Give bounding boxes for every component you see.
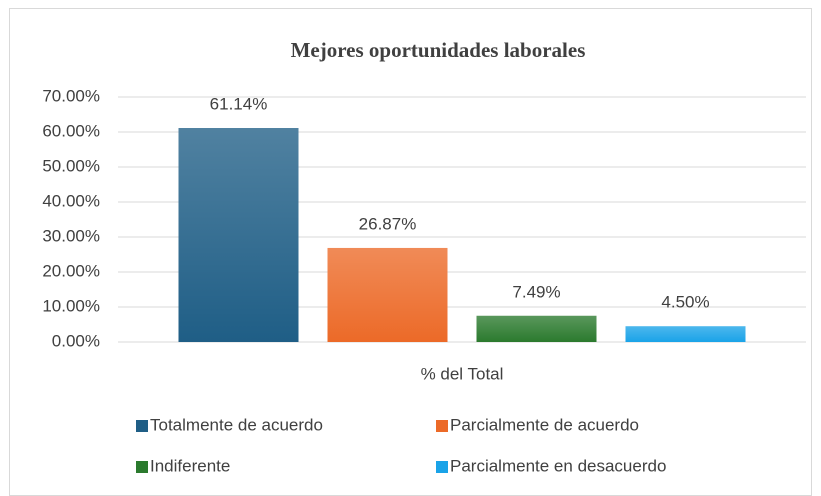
x-tick-label: % del Total — [421, 364, 504, 383]
legend-label: Parcialmente en desacuerdo — [450, 456, 666, 475]
legend-marker — [136, 461, 148, 473]
y-tick-label: 60.00% — [42, 121, 100, 140]
legend-marker — [436, 461, 448, 473]
y-tick-label: 50.00% — [42, 156, 100, 175]
y-tick-label: 20.00% — [42, 261, 100, 280]
y-tick-label: 30.00% — [42, 226, 100, 245]
legend-label: Totalmente de acuerdo — [150, 415, 323, 434]
value-label: 4.50% — [661, 293, 709, 312]
value-label: 26.87% — [359, 214, 417, 233]
bar — [476, 315, 597, 342]
value-label: 7.49% — [512, 282, 560, 301]
legend-label: Indiferente — [150, 456, 230, 475]
y-tick-label: 70.00% — [42, 86, 100, 105]
y-tick-label: 40.00% — [42, 191, 100, 210]
chart-title: Mejores oportunidades laborales — [291, 38, 586, 62]
bar — [178, 128, 299, 342]
legend-marker — [436, 420, 448, 432]
bar — [327, 247, 448, 342]
legend-label: Parcialmente de acuerdo — [450, 415, 639, 434]
y-tick-label: 10.00% — [42, 296, 100, 315]
value-label: 61.14% — [210, 94, 268, 113]
bar — [625, 326, 746, 342]
legend-marker — [136, 420, 148, 432]
y-tick-label: 0.00% — [52, 331, 100, 350]
